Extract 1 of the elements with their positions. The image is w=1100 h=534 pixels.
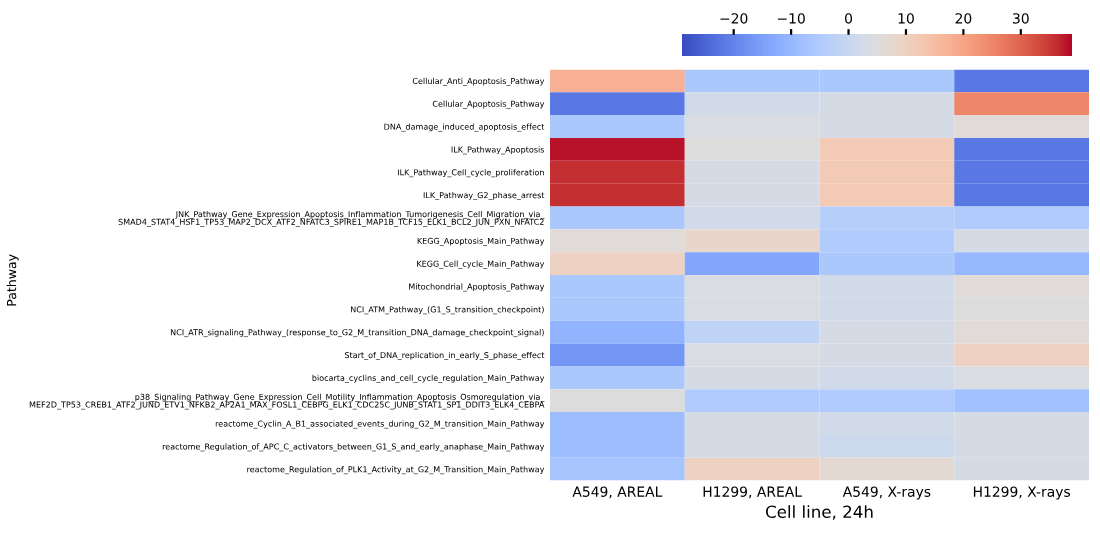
x-axis-title: Cell line, 24h — [765, 505, 873, 520]
